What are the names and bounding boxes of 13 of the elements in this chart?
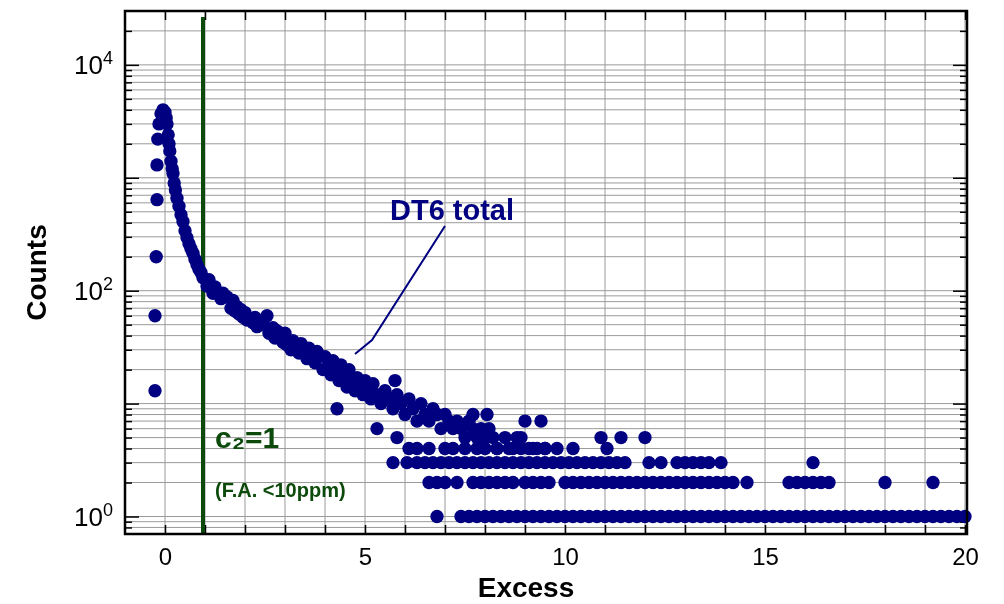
x-tick-label: 5 bbox=[358, 543, 373, 571]
y-axis-title: Counts bbox=[21, 224, 52, 321]
ref-line-label: c₂=1 bbox=[215, 421, 280, 454]
y-tick-label: 10$^{4}$ bbox=[74, 48, 113, 81]
x-tick-label: 20 bbox=[952, 543, 979, 571]
x-tick-label: 0 bbox=[158, 543, 173, 571]
x-tick-label: 10 bbox=[552, 543, 579, 571]
y-tick-label: 10$^{0}$ bbox=[74, 500, 113, 533]
y-tick-label: 10$^{2}$ bbox=[74, 274, 113, 307]
annotation: (F.A. <10ppm) bbox=[215, 479, 346, 501]
x-tick-label: 15 bbox=[752, 543, 779, 571]
text: DT6 total bbox=[390, 194, 515, 226]
x-axis-title: Excess bbox=[477, 572, 575, 603]
